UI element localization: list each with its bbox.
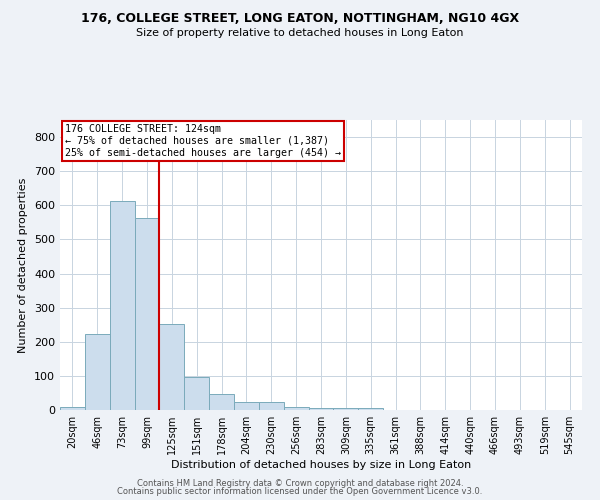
X-axis label: Distribution of detached houses by size in Long Eaton: Distribution of detached houses by size … bbox=[171, 460, 471, 470]
Text: 176, COLLEGE STREET, LONG EATON, NOTTINGHAM, NG10 4GX: 176, COLLEGE STREET, LONG EATON, NOTTING… bbox=[81, 12, 519, 26]
Bar bbox=[184, 377, 209, 410]
Bar bbox=[209, 394, 234, 410]
Bar bbox=[160, 324, 184, 410]
Bar bbox=[234, 402, 259, 410]
Text: Contains public sector information licensed under the Open Government Licence v3: Contains public sector information licen… bbox=[118, 487, 482, 496]
Bar bbox=[110, 200, 134, 410]
Bar bbox=[308, 408, 334, 410]
Text: 176 COLLEGE STREET: 124sqm
← 75% of detached houses are smaller (1,387)
25% of s: 176 COLLEGE STREET: 124sqm ← 75% of deta… bbox=[65, 124, 341, 158]
Bar bbox=[85, 334, 110, 410]
Text: Contains HM Land Registry data © Crown copyright and database right 2024.: Contains HM Land Registry data © Crown c… bbox=[137, 478, 463, 488]
Y-axis label: Number of detached properties: Number of detached properties bbox=[19, 178, 28, 352]
Bar bbox=[284, 407, 308, 410]
Bar bbox=[334, 408, 358, 410]
Bar bbox=[134, 218, 160, 410]
Bar bbox=[259, 402, 284, 410]
Bar bbox=[358, 408, 383, 410]
Bar bbox=[60, 406, 85, 410]
Text: Size of property relative to detached houses in Long Eaton: Size of property relative to detached ho… bbox=[136, 28, 464, 38]
